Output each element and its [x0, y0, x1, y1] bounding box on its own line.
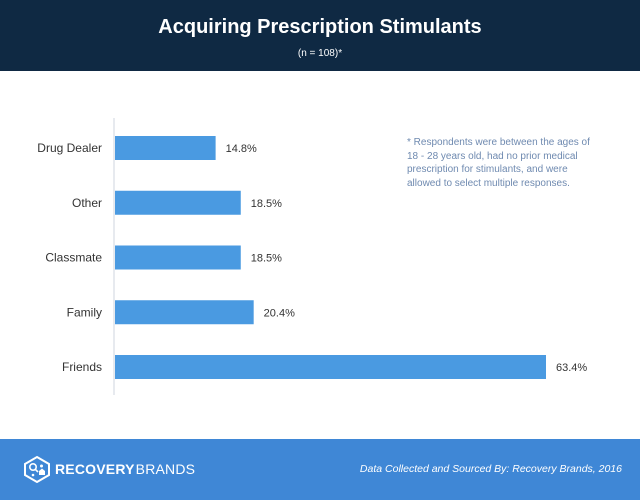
bars-layer: Drug Dealer 14.8% Other 18.5% Classmate 18.5%…	[37, 118, 587, 395]
bar	[115, 245, 241, 270]
category-label: Friends	[62, 360, 102, 374]
value-label: 20.4%	[264, 307, 295, 319]
bar	[115, 190, 241, 215]
brand-logo[interactable]: RECOVERY BRANDS	[22, 455, 196, 483]
recovery-brands-logo-icon	[24, 455, 50, 483]
value-label: 18.5%	[251, 198, 282, 210]
footer: RECOVERY BRANDS Data Collected and Sourc…	[0, 439, 640, 500]
source-credit: Data Collected and Sourced By: Recovery …	[359, 463, 622, 475]
category-label: Classmate	[45, 251, 102, 265]
footnote: * Respondents were between the ages of 1…	[407, 137, 590, 189]
category-label: Other	[72, 196, 102, 210]
bar-chart: Drug Dealer 14.8% Other 18.5% Classmate 18.5%…	[37, 118, 587, 395]
bar	[115, 355, 546, 379]
category-label: Family	[67, 305, 102, 319]
chart-subtitle: (n = 108)*	[297, 48, 343, 59]
category-label: Drug Dealer	[37, 141, 102, 155]
bar	[115, 136, 216, 160]
chart-header: Acquiring Prescription Stimulants (n = 1…	[0, 0, 640, 71]
bar	[115, 300, 254, 325]
value-label: 63.4%	[556, 362, 587, 374]
logo-text-brands: BRANDS	[135, 461, 196, 477]
value-label: 14.8%	[226, 143, 257, 155]
chart-title: Acquiring Prescription Stimulants	[158, 16, 482, 38]
logo-text-recovery: RECOVERY	[55, 461, 135, 477]
value-label: 18.5%	[251, 253, 282, 265]
